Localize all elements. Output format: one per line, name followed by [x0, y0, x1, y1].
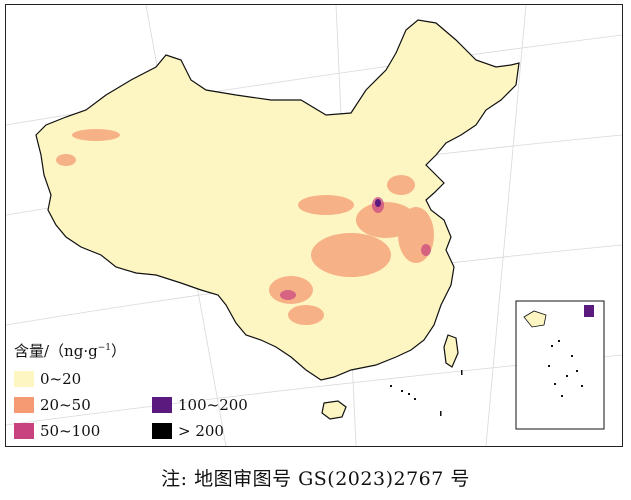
legend-label: > 200: [178, 422, 224, 440]
legend-label: 20~50: [40, 396, 91, 414]
legend-label: 50~100: [40, 422, 101, 440]
legend-item-20-50: 20~50: [14, 396, 91, 414]
south-china-sea-inset: [515, 300, 605, 430]
legend-label: 0~20: [40, 370, 82, 388]
map-frame: [5, 4, 623, 447]
hainan-island: [321, 400, 347, 420]
legend-item-100-200: 100~200: [152, 396, 248, 414]
legend-item-0-20: 0~20: [14, 370, 81, 388]
legend-swatch: [152, 423, 172, 439]
legend-label: 100~200: [178, 396, 248, 414]
scattered-islands: [390, 370, 463, 416]
map-caption: 注: 地图审图号 GS(2023)2767 号: [161, 468, 470, 490]
concentration-100-200: [375, 199, 381, 207]
legend: 含量/（ng·g−1） 0~20 20~50 50~100 100~200 > …: [14, 340, 274, 444]
legend-swatch: [14, 423, 34, 439]
legend-swatch: [14, 371, 34, 387]
legend-title: 含量/（ng·g−1）: [14, 342, 126, 360]
legend-swatch: [14, 397, 34, 413]
legend-item-over-200: > 200: [152, 422, 224, 440]
legend-item-50-100: 50~100: [14, 422, 100, 440]
legend-swatch: [152, 397, 172, 413]
mainland-china-outline: [35, 19, 520, 381]
china-map: [6, 5, 622, 446]
taiwan-island: [443, 334, 459, 368]
